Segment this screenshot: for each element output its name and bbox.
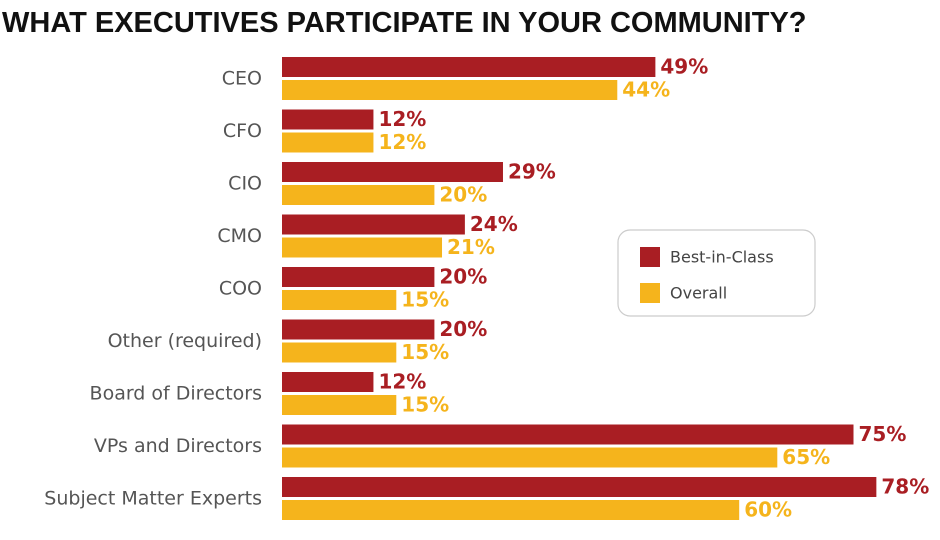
value-label: 12% [378, 130, 426, 154]
category-label: Other (required) [108, 330, 262, 352]
value-label: 60% [744, 498, 792, 522]
value-label: 49% [660, 55, 708, 79]
category-label: CFO [223, 120, 262, 142]
category-label: COO [219, 278, 262, 300]
value-label: 15% [401, 340, 449, 364]
bar [282, 162, 503, 182]
bar [282, 447, 778, 468]
value-label: 29% [508, 160, 556, 184]
bar [282, 319, 435, 340]
value-label: 65% [782, 445, 830, 469]
bar [282, 290, 397, 310]
value-label: 15% [401, 288, 449, 312]
legend-label: Best-in-Class [670, 248, 774, 267]
legend-swatch [640, 247, 660, 267]
legend-box [617, 229, 816, 317]
chart-title: WHAT EXECUTIVES PARTICIPATE IN YOUR COMM… [2, 7, 807, 39]
value-label: 12% [378, 107, 426, 131]
legend-swatch [640, 283, 660, 303]
category-label: Subject Matter Experts [44, 488, 262, 510]
bar [282, 57, 656, 77]
bar [282, 267, 435, 287]
bar [282, 237, 443, 258]
bar [282, 424, 854, 445]
bar [282, 395, 397, 415]
value-label: 15% [401, 393, 449, 417]
bar [282, 477, 877, 497]
bar [282, 185, 435, 205]
value-label: 24% [470, 212, 518, 236]
value-label: 12% [378, 370, 426, 394]
bar [282, 80, 618, 100]
value-label: 44% [622, 78, 670, 102]
bar [282, 109, 374, 130]
bar [282, 372, 374, 392]
value-label: 20% [439, 317, 487, 341]
category-label: Board of Directors [90, 383, 262, 405]
legend-label: Overall [670, 284, 727, 303]
value-label: 20% [439, 265, 487, 289]
category-label: VPs and Directors [94, 435, 262, 457]
bar [282, 132, 374, 153]
category-label: CEO [222, 68, 262, 90]
value-label: 78% [881, 475, 929, 499]
value-label: 20% [439, 183, 487, 207]
value-label: 21% [447, 235, 495, 259]
value-label: 75% [859, 422, 907, 446]
bar [282, 214, 465, 235]
bar [282, 342, 397, 363]
category-label: CMO [217, 225, 262, 247]
category-label: CIO [228, 173, 262, 195]
bar [282, 500, 740, 520]
